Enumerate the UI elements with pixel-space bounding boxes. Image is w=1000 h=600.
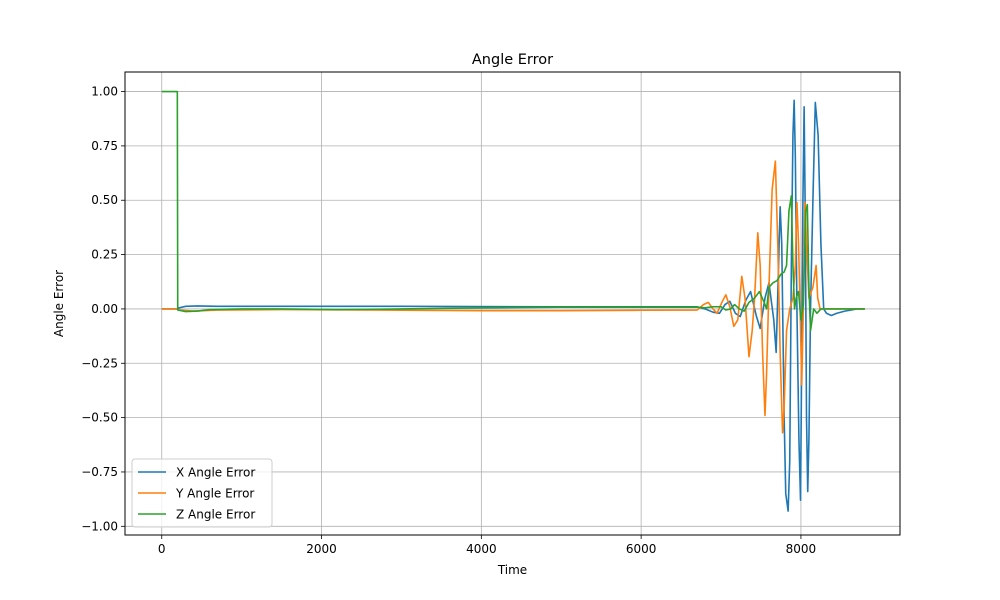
y-tick-label: 0.50 — [91, 193, 118, 207]
x-tick-label: 2000 — [306, 542, 337, 556]
legend-label-3: Z Angle Error — [176, 508, 255, 522]
chart-title: Angle Error — [472, 52, 553, 68]
y-axis-label: Angle Error — [52, 270, 66, 337]
x-tick-label: 0 — [158, 542, 166, 556]
y-tick-label: −0.25 — [81, 356, 118, 370]
x-tick-label: 6000 — [626, 542, 657, 556]
y-tick-label: 0.00 — [91, 302, 118, 316]
plot-frame — [124, 71, 901, 536]
y-axis: −1.00 −0.75 −0.50 −0.25 0.00 0.25 0.50 0.75 1.00 — [81, 85, 125, 533]
legend-label-2: Y Angle Error — [175, 487, 254, 501]
x-tick-label: 4000 — [466, 542, 497, 556]
legend-label-1: X Angle Error — [176, 466, 255, 480]
x-axis: 0 2000 4000 6000 8000 — [158, 535, 816, 556]
legend-box — [131, 458, 273, 528]
x-axis-label: Time — [497, 563, 527, 577]
legend: X Angle Error Y Angle Error Z Angle Error — [131, 458, 273, 528]
y-tick-label: −0.50 — [81, 411, 118, 425]
series-line-1 — [161, 99, 865, 512]
y-tick-label: 0.25 — [91, 248, 118, 262]
series-lines — [161, 90, 865, 512]
series-line-3 — [161, 90, 865, 332]
y-tick-label: 1.00 — [91, 85, 118, 99]
series-line-2 — [161, 160, 865, 434]
x-tick-label: 8000 — [786, 542, 817, 556]
y-tick-label: 0.75 — [91, 139, 118, 153]
y-tick-label: −0.75 — [81, 465, 118, 479]
y-tick-label: −1.00 — [81, 519, 118, 533]
